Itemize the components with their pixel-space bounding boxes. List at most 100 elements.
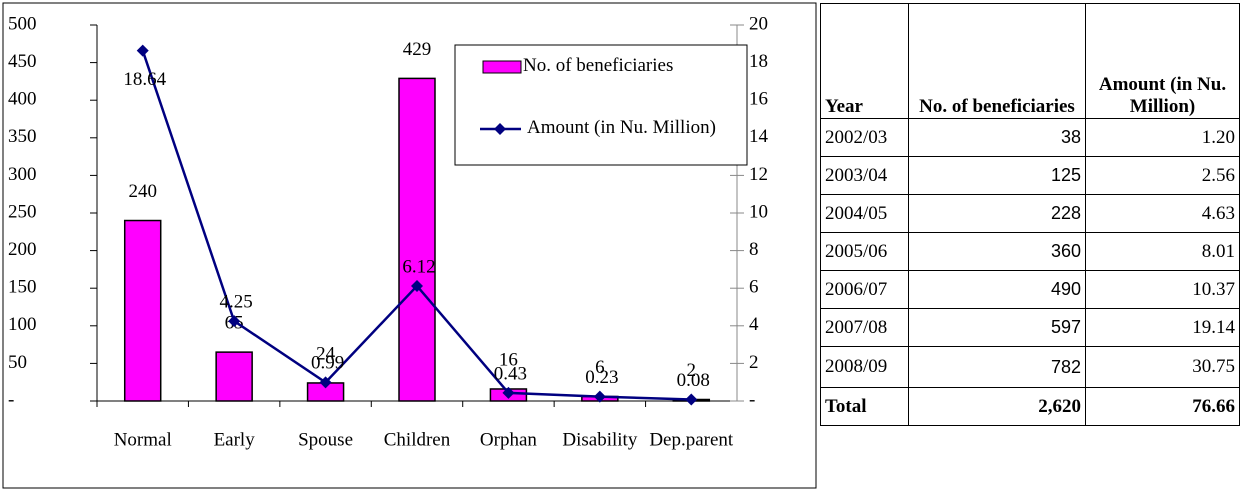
- table-cell: 597: [908, 308, 1086, 347]
- bar-label: 240: [128, 181, 157, 202]
- table-cell: 2002/03: [820, 118, 909, 157]
- bar-label: 24: [316, 343, 336, 364]
- legend-label: No. of beneficiaries: [523, 55, 674, 76]
- bar: [398, 77, 436, 402]
- table-cell: 38: [908, 118, 1086, 157]
- y2-tick-label: 12: [749, 164, 768, 185]
- line-label: 4.25: [220, 291, 253, 312]
- y2-tick-label: -: [749, 389, 755, 410]
- legend-item: Amount (in Nu. Million): [527, 117, 716, 138]
- y2-tick-label: 4: [749, 314, 759, 335]
- bar: [123, 219, 162, 402]
- table-row: 2007/08 597 19.14: [820, 308, 1240, 347]
- chart-border: [2, 2, 817, 489]
- table-body: 2002/03 38 1.20 2003/04 125 2.56 2004/05 228 4.6…: [820, 118, 1240, 426]
- y2-tick-label: 18: [749, 51, 768, 72]
- table-row: 2006/07 490 10.37: [820, 270, 1240, 309]
- x-tick-label: Dep.parent: [649, 429, 734, 450]
- y-tick-label: 300: [8, 164, 37, 185]
- y2-tick-label: 16: [749, 89, 768, 110]
- table: Year No. of beneficiaries Amount (in Nu.…: [820, 3, 1240, 426]
- y2-tick-label: 14: [749, 126, 769, 147]
- table-cell: 490: [908, 270, 1086, 309]
- table-row: 2002/03 38 1.20: [820, 118, 1240, 157]
- table-cell: 19.14: [1085, 308, 1240, 347]
- table-cell: 30.75: [1085, 346, 1240, 388]
- header-cell: Year: [820, 3, 909, 119]
- line-label: 0.99: [311, 353, 344, 374]
- chart: -50100150200250300350400450500-246810121…: [2, 2, 817, 489]
- line-marker: [411, 279, 423, 292]
- bar-label: 2: [687, 360, 697, 381]
- table-cell: 2003/04: [820, 156, 909, 195]
- table-cell: 10.37: [1085, 270, 1240, 309]
- table-cell: 2,620: [908, 387, 1086, 426]
- line-marker: [136, 44, 149, 57]
- table-row: 2005/06 360 8.01: [820, 232, 1240, 271]
- legend-marker: [494, 123, 506, 135]
- y-tick-label: -: [8, 389, 14, 410]
- y-tick-label: 450: [8, 51, 37, 72]
- line-label: 18.64: [123, 69, 166, 90]
- x-tick-label: Disability: [562, 429, 637, 450]
- table-cell: 2.56: [1085, 156, 1240, 195]
- table-cell: 782: [908, 346, 1086, 388]
- table-cell: 2004/05: [820, 194, 909, 233]
- table-cell: 2008/09: [820, 346, 909, 388]
- line-label: 0.43: [494, 363, 527, 384]
- line-marker: [319, 376, 332, 389]
- line-marker: [502, 386, 515, 399]
- line-marker: [228, 315, 241, 328]
- y2-tick-label: 8: [749, 239, 759, 260]
- bar-label: 6: [595, 357, 605, 378]
- x-tick-label: Early: [214, 429, 256, 450]
- x-tick-label: Normal: [114, 429, 172, 450]
- header-cell: Amount (in Nu. Million): [1085, 3, 1240, 119]
- x-tick-label: Orphan: [480, 429, 537, 450]
- table-cell: 1.20: [1085, 118, 1240, 157]
- line-label: 6.12: [402, 256, 435, 277]
- y2-tick-label: 10: [749, 201, 768, 222]
- table-row: 2004/05 228 4.63: [820, 194, 1240, 233]
- legend-item: No. of beneficiaries: [523, 55, 674, 76]
- table-cell: 2006/07: [820, 270, 909, 309]
- x-tick-label: Children: [384, 429, 451, 450]
- y-tick-label: 400: [8, 89, 37, 110]
- y-tick-label: 200: [8, 239, 37, 260]
- table-cell: 360: [908, 232, 1086, 271]
- y-tick-label: 350: [8, 126, 37, 147]
- header-cell: No. of beneficiaries: [908, 3, 1086, 119]
- table-cell: 125: [908, 156, 1086, 195]
- bar-label: 16: [499, 349, 518, 370]
- bar-label: 429: [403, 39, 432, 60]
- legend-label: Amount (in Nu. Million): [527, 117, 716, 138]
- bar: [215, 351, 253, 402]
- x-tick-label: Spouse: [298, 429, 353, 450]
- line-marker: [685, 393, 698, 406]
- line-marker: [593, 390, 606, 403]
- table-cell: 2007/08: [820, 308, 909, 347]
- table-cell: 4.63: [1085, 194, 1240, 233]
- y-tick-label: 250: [8, 201, 37, 222]
- line-label: 0.23: [585, 367, 618, 388]
- y-tick-label: 50: [8, 352, 27, 373]
- total-row: Total 2,620 76.66: [820, 387, 1240, 426]
- table-cell: 8.01: [1085, 232, 1240, 271]
- table-row: 2003/04 125 2.56: [820, 156, 1240, 195]
- legend-swatch: [482, 60, 522, 74]
- table-cell: 76.66: [1085, 387, 1240, 426]
- y-tick-label: 100: [8, 314, 37, 335]
- table-cell: 228: [908, 194, 1086, 233]
- table-cell: Total: [820, 387, 909, 426]
- y2-tick-label: 20: [749, 13, 768, 34]
- table-cell: 2005/06: [820, 232, 909, 271]
- line-label: 0.08: [677, 370, 710, 391]
- y-tick-label: 150: [8, 277, 37, 298]
- table-row: 2008/09 782 30.75: [820, 346, 1240, 388]
- y2-tick-label: 6: [749, 277, 759, 298]
- header-row: Year No. of beneficiaries Amount (in Nu.…: [820, 3, 1240, 119]
- y-tick-label: 500: [8, 13, 37, 34]
- legend: No. of beneficiaries Amount (in Nu. Milli…: [454, 44, 748, 166]
- y2-tick-label: 2: [749, 352, 759, 373]
